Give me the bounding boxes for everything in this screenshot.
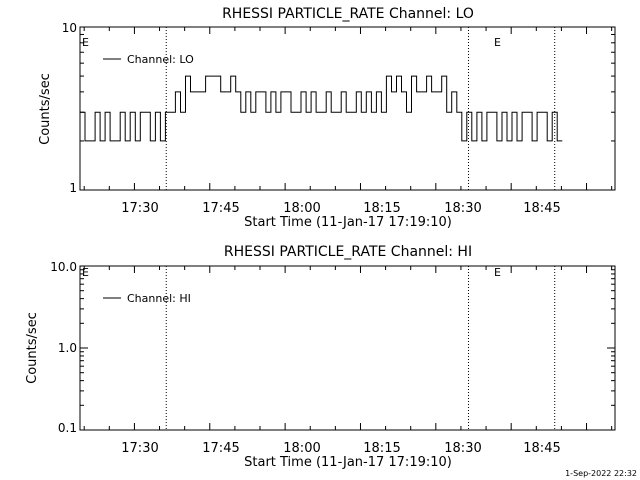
- panel-hi-ytick-label: 10.0: [50, 260, 77, 274]
- panel-lo-ytick-label: 10: [62, 21, 77, 35]
- panel-lo-xtick-label: 18:30: [444, 201, 481, 216]
- panel-hi-ytick-label: 1.0: [58, 341, 77, 355]
- panel-hi-ytick-label: 0.1: [58, 421, 77, 435]
- panel-lo-event-label: E: [494, 36, 501, 49]
- panel-lo-xtick-label: 17:45: [202, 201, 239, 216]
- panel-lo-xtick-label: 18:00: [283, 201, 320, 216]
- panel-lo: RHESSI PARTICLE_RATE Channel: LO 10 1 Co…: [38, 6, 616, 230]
- panel-hi-xtick-label: 18:45: [523, 441, 560, 456]
- panel-hi-ylabel: Counts/sec: [25, 312, 40, 384]
- panel-lo-title: RHESSI PARTICLE_RATE Channel: LO: [222, 6, 474, 22]
- panel-hi-edge-label: E: [82, 266, 89, 279]
- panel-hi-plot-frame: [79, 265, 616, 431]
- panel-lo-xtick-label: 18:15: [363, 201, 400, 216]
- panel-hi-xtick-label: 17:45: [202, 441, 239, 456]
- panel-hi-xlabel: Start Time (11-Jan-17 17:19:10): [244, 455, 452, 470]
- panel-hi-legend-label: Channel: HI: [127, 292, 191, 305]
- panel-hi-xtick-label: 18:30: [444, 441, 481, 456]
- panel-hi-xtick-label: 17:30: [121, 441, 158, 456]
- panel-hi-xtick-label: 18:00: [283, 441, 320, 456]
- panel-hi-title: RHESSI PARTICLE_RATE Channel: HI: [224, 244, 472, 260]
- panel-lo-plot-frame: [79, 26, 616, 191]
- panel-lo-ytick-label: 1: [69, 181, 77, 195]
- panel-lo-ylabel: Counts/sec: [38, 73, 53, 145]
- panel-lo-ticks: [80, 26, 615, 191]
- panel-lo-series-line: [80, 75, 563, 142]
- panel-lo-xlabel: Start Time (11-Jan-17 17:19:10): [244, 215, 452, 230]
- panel-hi: RHESSI PARTICLE_RATE Channel: HI 10.0 1.…: [25, 244, 616, 470]
- panel-lo-xtick-label: 18:45: [523, 201, 560, 216]
- footer-timestamp: 1-Sep-2022 22:32: [565, 469, 637, 478]
- panel-hi-event-label: E: [494, 266, 501, 279]
- panel-lo-legend-label: Channel: LO: [127, 53, 194, 66]
- panel-hi-ticks: [80, 265, 615, 431]
- panel-lo-xtick-label: 17:30: [121, 201, 158, 216]
- panel-hi-xtick-label: 18:15: [363, 441, 400, 456]
- panel-lo-event-lines: [165, 27, 556, 190]
- panel-lo-edge-label: E: [82, 36, 89, 49]
- panel-hi-event-lines: [165, 266, 556, 430]
